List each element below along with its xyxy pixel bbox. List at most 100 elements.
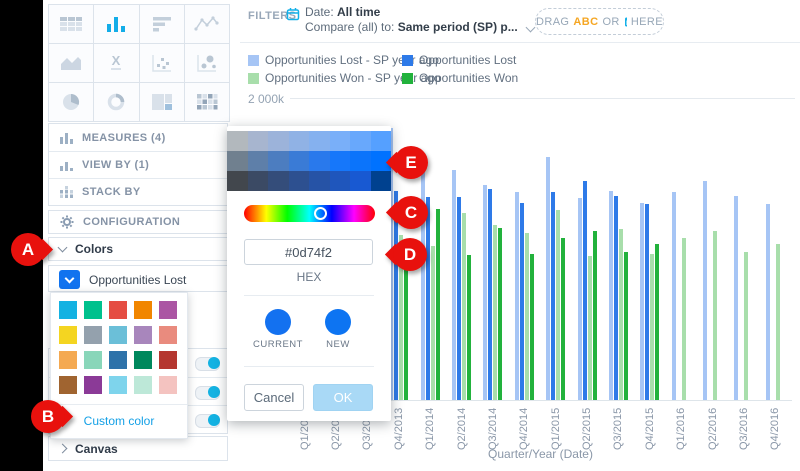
gradient-cell[interactable] <box>227 131 248 151</box>
chevron-right-icon <box>57 443 68 454</box>
color-swatch[interactable] <box>59 326 77 344</box>
line-chart-icon[interactable] <box>184 5 229 43</box>
gradient-cell[interactable] <box>329 151 350 171</box>
bar <box>582 181 587 400</box>
gradient-cell[interactable] <box>329 131 350 151</box>
divider <box>240 42 800 43</box>
sidebar-section-view-by[interactable]: VIEW BY (1) <box>49 151 227 178</box>
legend-item[interactable]: Opportunities Lost - SP year ago <box>248 53 439 67</box>
bar <box>681 237 686 400</box>
color-swatch[interactable] <box>109 301 127 319</box>
color-swatch[interactable] <box>134 301 152 319</box>
color-swatch[interactable] <box>109 326 127 344</box>
gradient-cell[interactable] <box>288 151 309 171</box>
gradient-cell[interactable] <box>309 131 330 151</box>
color-swatch[interactable] <box>134 351 152 369</box>
color-swatch[interactable] <box>84 351 102 369</box>
gradient-cell[interactable] <box>227 151 248 171</box>
color-swatch[interactable] <box>59 351 77 369</box>
legend-item[interactable]: Opportunities Lost <box>402 53 516 67</box>
hex-input[interactable] <box>244 239 373 265</box>
gradient-cell[interactable] <box>350 171 371 191</box>
bar <box>430 245 435 400</box>
gradient-cell[interactable] <box>268 151 289 171</box>
drop-zone-text: DRAG <box>536 15 570 28</box>
bubble-chart-icon[interactable] <box>184 44 229 82</box>
gradient-cell[interactable] <box>288 171 309 191</box>
heatmap-icon[interactable] <box>184 83 229 121</box>
treemap-icon[interactable] <box>139 83 184 121</box>
configuration-header[interactable]: CONFIGURATION <box>49 211 227 233</box>
sidebar-section-measures[interactable]: MEASURES (4) <box>49 124 227 151</box>
color-swatch[interactable] <box>109 351 127 369</box>
gradient-cell[interactable] <box>350 151 371 171</box>
custom-color-link[interactable]: Custom color <box>83 414 155 428</box>
gradient-cell[interactable] <box>227 171 248 191</box>
scatter-plot-icon[interactable] <box>139 44 184 82</box>
bar <box>420 168 425 400</box>
gradient-cell[interactable] <box>370 151 391 171</box>
legend-item[interactable]: Opportunities Won <box>402 71 518 85</box>
color-swatch[interactable] <box>59 301 77 319</box>
bar <box>671 192 676 400</box>
gear-icon <box>60 215 74 229</box>
gradient-cell[interactable] <box>329 171 350 191</box>
gradient-cell[interactable] <box>370 131 391 151</box>
compare-filter-line[interactable]: Compare (all) to: Same period (SP) p... <box>305 20 536 35</box>
gradient-cell[interactable] <box>370 171 391 191</box>
color-swatch[interactable] <box>59 376 77 394</box>
area-chart-icon[interactable] <box>49 44 94 82</box>
sidebar-section-stack-by[interactable]: STACK BY <box>49 178 227 205</box>
color-swatch[interactable] <box>159 301 177 319</box>
x-axis-label: Q1/2014 <box>424 407 437 450</box>
toggle-switch[interactable] <box>195 386 220 400</box>
color-swatch[interactable] <box>84 376 102 394</box>
attribute-drop-zone[interactable]: DRAG ABC OR HERE <box>535 8 664 35</box>
config-item-label: Canvas <box>75 441 118 456</box>
gradient-cell[interactable] <box>247 151 268 171</box>
hue-slider-handle[interactable] <box>314 207 328 220</box>
color-swatch[interactable] <box>84 326 102 344</box>
hue-slider[interactable] <box>244 205 375 222</box>
toggle-switch[interactable] <box>195 414 220 428</box>
measure-color-dropdown-button[interactable] <box>59 270 80 289</box>
table-icon[interactable] <box>49 5 94 43</box>
bar <box>488 189 493 400</box>
bar <box>587 255 592 400</box>
color-swatch[interactable] <box>159 376 177 394</box>
bar-chart-icon[interactable] <box>139 5 184 43</box>
color-swatch[interactable] <box>159 351 177 369</box>
pie-chart-icon[interactable] <box>49 83 94 121</box>
config-item-canvas[interactable]: Canvas <box>49 437 227 460</box>
gradient-cell[interactable] <box>288 131 309 151</box>
gradient-cell[interactable] <box>247 131 268 151</box>
date-filter[interactable]: Date: All time Compare (all) to: Same pe… <box>286 5 536 35</box>
gradient-cell[interactable] <box>309 171 330 191</box>
gridline <box>290 98 795 99</box>
bar <box>399 235 404 400</box>
config-item-colors[interactable]: Colors <box>49 238 227 260</box>
bar <box>592 231 597 400</box>
color-palette-dropdown: Custom color <box>50 292 188 439</box>
color-swatch[interactable] <box>134 376 152 394</box>
column-chart-icon[interactable] <box>94 5 139 43</box>
bar <box>623 252 628 400</box>
headline-icon[interactable]: X <box>94 44 139 82</box>
gradient-cell[interactable] <box>268 171 289 191</box>
legend-item[interactable]: Opportunities Won - SP year ago <box>248 71 441 85</box>
x-axis-label: Q2/2016 <box>706 407 719 450</box>
ok-button[interactable]: OK <box>313 384 373 411</box>
color-swatch[interactable] <box>84 301 102 319</box>
color-swatch[interactable] <box>109 376 127 394</box>
gradient-cell[interactable] <box>309 151 330 171</box>
toggle-switch[interactable] <box>195 357 220 371</box>
gradient-cell[interactable] <box>247 171 268 191</box>
color-swatch[interactable] <box>134 326 152 344</box>
gradient-cell[interactable] <box>268 131 289 151</box>
gradient-cell[interactable] <box>350 131 371 151</box>
chevron-down-icon <box>525 22 536 33</box>
color-swatch[interactable] <box>159 326 177 344</box>
cancel-button[interactable]: Cancel <box>244 384 304 411</box>
donut-chart-icon[interactable] <box>94 83 139 121</box>
